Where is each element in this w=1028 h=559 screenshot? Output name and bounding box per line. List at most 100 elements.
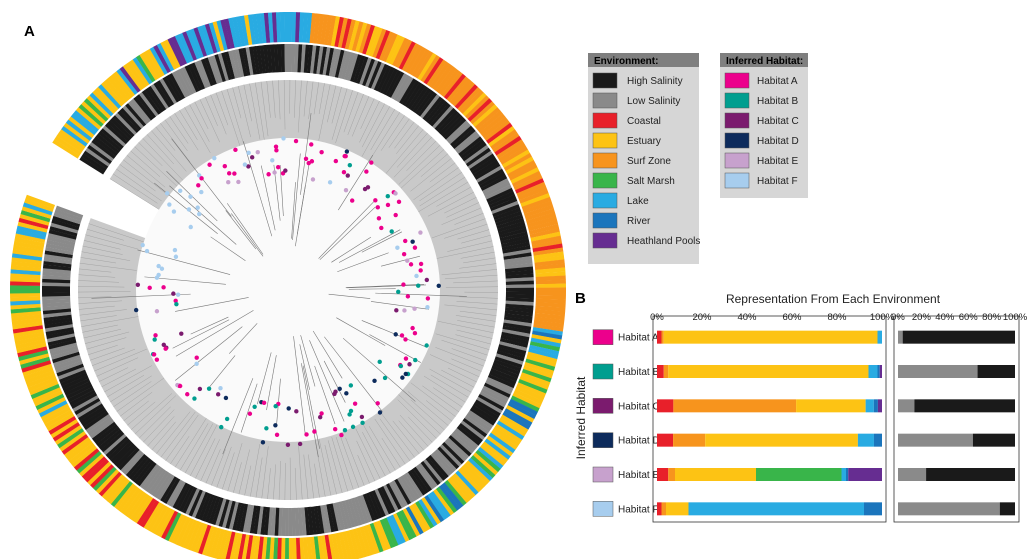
salinity-ring-segment (51, 348, 79, 360)
salinity-ring-segment (310, 45, 317, 74)
environment-ring-segment (498, 417, 527, 437)
salinity-ring-segment (175, 69, 191, 97)
environment-ring-segment (81, 101, 107, 125)
salinity-ring-segment (245, 47, 254, 76)
salinity-ring-segment (383, 484, 399, 512)
environment-ring-segment (531, 330, 563, 340)
tree-tip-dot (285, 442, 291, 447)
salinity-ring-segment (393, 74, 411, 101)
tree-tip-line (308, 454, 315, 499)
environment-ring-segment (525, 358, 556, 371)
tree-tip-dot (412, 306, 417, 311)
tree-tip-line (444, 304, 498, 311)
tree-tip-dot (304, 432, 309, 437)
bar-segment-estuary (666, 502, 689, 516)
environment-ring-segment (213, 528, 226, 559)
salinity-ring-segment (228, 501, 239, 530)
environment-ring-segment (372, 521, 388, 552)
environment-ring-segment (133, 496, 154, 524)
tree-tip-dot (275, 164, 281, 170)
tree-tip-dot (413, 357, 418, 363)
env-chart-frame (652, 315, 887, 523)
salinity-ring-segment (362, 58, 376, 87)
tree-branch (318, 200, 375, 259)
tree-tip-dot (167, 202, 172, 207)
tree-tip-line (80, 257, 117, 264)
salinity-ring-segment (51, 219, 80, 231)
salinity-ring-segment (43, 257, 72, 265)
environment-ring-segment (288, 537, 293, 559)
tree-tip-line (189, 104, 210, 142)
environment-ring-segment (13, 328, 44, 338)
environment-ring-segment (395, 39, 413, 69)
salinity-chart-frame (893, 315, 1020, 523)
salinity-ring-segment (42, 285, 71, 290)
tree-tip-line (138, 406, 171, 439)
env-label-salt-marsh: Salt Marsh (627, 176, 675, 187)
tree-tip-dot (264, 426, 269, 431)
salinity-ring-segment (460, 420, 486, 441)
tree-branch (175, 310, 254, 357)
environment-ring-segment (257, 536, 264, 559)
environment-ring-segment (515, 385, 545, 402)
tree-tip-line (130, 150, 161, 177)
salinity-ring-segment (382, 68, 399, 96)
bar-segment-river (877, 365, 880, 378)
tree-tip-dot (403, 238, 408, 244)
tree-tip-line (308, 81, 314, 120)
environment-ring-segment (508, 163, 538, 181)
environment-ring-segment (510, 395, 540, 413)
environment-ring-segment (513, 388, 543, 405)
tree-tip-line (221, 452, 235, 490)
environment-ring-segment (500, 146, 529, 165)
environment-ring-segment (519, 189, 549, 204)
tree-tip-dot (393, 191, 398, 196)
environment-ring-segment (528, 348, 559, 360)
tree-tip-line (446, 202, 480, 218)
environment-ring-segment (472, 452, 499, 476)
category-swatch (592, 466, 614, 483)
salinity-ring-segment (81, 153, 107, 172)
tree-tip-line (169, 116, 189, 144)
bar-segment-lake (877, 330, 882, 344)
environment-ring-segment (358, 23, 372, 54)
environment-ring-segment (179, 518, 195, 548)
tree-tip-dot (249, 155, 255, 160)
tree-tip-line (331, 88, 348, 140)
environment-ring-segment (24, 198, 54, 212)
tree-tip-dot (347, 412, 352, 417)
salinity-ring-segment (194, 491, 209, 520)
environment-ring-segment (534, 309, 566, 316)
tree-tip-line (422, 385, 460, 413)
environment-ring-segment (129, 494, 151, 522)
tree-tip-line (444, 274, 498, 280)
environment-ring-segment (288, 12, 293, 43)
salinity-ring-segment (136, 461, 157, 487)
environment-ring-segment (482, 441, 509, 463)
tree-branch (175, 326, 243, 381)
salinity-ring-segment (456, 133, 481, 155)
salinity-ring-segment (43, 311, 72, 318)
tree-tip-dot (173, 254, 179, 259)
tree-branch (380, 255, 421, 267)
salinity-ring-segment (263, 44, 270, 74)
environment-ring-segment (460, 89, 484, 115)
hab-label-habitat-e: Habitat E (757, 156, 798, 167)
tree-tip-line (81, 316, 140, 327)
salinity-ring-segment (94, 424, 119, 445)
category-label: Habitat D (618, 436, 660, 447)
salinity-ring-segment (112, 443, 136, 466)
environment-ring-segment (494, 423, 523, 444)
salinity-ring-segment (505, 306, 534, 313)
environment-ring-segment (13, 241, 44, 251)
salinity-ring-segment (417, 462, 438, 488)
salinity-ring-segment (184, 65, 200, 93)
environment-ring-segment (40, 403, 70, 421)
salinity-ring-segment (325, 47, 335, 76)
tree-tip-line (361, 421, 391, 474)
environment-ring-segment (323, 14, 333, 46)
salinity-ring-segment (145, 467, 165, 493)
tree-tip-dot (347, 162, 353, 168)
tree-tip-line (205, 449, 221, 484)
tree-tip-line (255, 457, 263, 498)
